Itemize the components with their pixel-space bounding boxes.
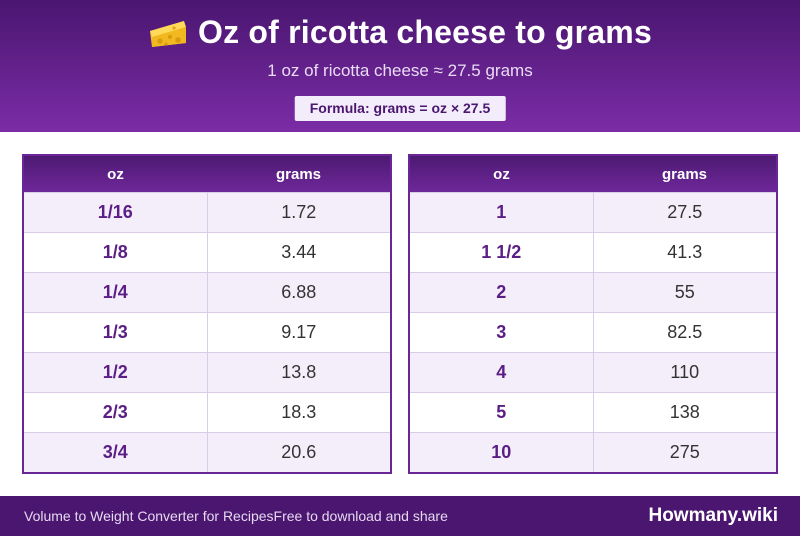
oz-cell: 1 xyxy=(410,193,594,232)
cheese-icon xyxy=(150,20,187,47)
footer-share-text: Free to download and share xyxy=(273,508,448,524)
column-header-grams: grams xyxy=(275,165,322,183)
title-row: Oz of ricotta cheese to grams xyxy=(0,14,800,51)
grams-cell: 20.6 xyxy=(281,442,317,462)
grams-cell: 1.72 xyxy=(281,202,317,222)
table-row: 1/8 3.44 xyxy=(24,232,390,272)
conversion-table-small: oz grams 1/16 1.72 1/8 3.44 1/4 6.88 1/3 9.1… xyxy=(22,154,392,474)
table-row: 1 1/2 41.3 xyxy=(410,232,776,272)
oz-cell: 2/3 xyxy=(24,393,208,432)
grams-cell: 41.3 xyxy=(667,242,703,262)
table-row: 1/2 13.8 xyxy=(24,352,390,392)
oz-cell: 1/16 xyxy=(24,193,208,232)
table-row: 1 27.5 xyxy=(410,192,776,232)
oz-cell: 5 xyxy=(410,393,594,432)
table-row: 1/4 6.88 xyxy=(24,272,390,312)
oz-cell: 3/4 xyxy=(24,433,208,472)
page-title: Oz of ricotta cheese to grams xyxy=(198,14,652,50)
table-header: oz grams xyxy=(410,156,776,192)
table-body: 1/16 1.72 1/8 3.44 1/4 6.88 1/3 9.17 1/2 13.8… xyxy=(24,192,390,472)
grams-cell: 275 xyxy=(669,442,700,462)
grams-cell: 55 xyxy=(674,282,695,302)
oz-cell: 10 xyxy=(410,433,594,472)
table-row: 3/4 20.6 xyxy=(24,432,390,472)
brand-logo-text[interactable]: Howmany.wiki xyxy=(648,505,778,526)
oz-cell: 1/3 xyxy=(24,313,208,352)
grams-cell: 9.17 xyxy=(281,322,317,342)
grams-cell: 82.5 xyxy=(667,322,703,342)
column-header-grams: grams xyxy=(661,165,708,183)
grams-cell: 18.3 xyxy=(281,402,317,422)
oz-cell: 3 xyxy=(410,313,594,352)
conversion-table-large: oz grams 1 27.5 1 1/2 41.3 2 55 3 82.5 4 110 … xyxy=(408,154,778,474)
oz-cell: 1/8 xyxy=(24,233,208,272)
table-row: 1/16 1.72 xyxy=(24,192,390,232)
table-body: 1 27.5 1 1/2 41.3 2 55 3 82.5 4 110 5 138 10 27… xyxy=(410,192,776,472)
grams-cell: 13.8 xyxy=(281,362,317,382)
grams-cell: 27.5 xyxy=(667,202,703,222)
column-header-oz: oz xyxy=(493,165,510,183)
footer: Volume to Weight Converter for Recipes F… xyxy=(0,496,800,536)
header: Oz of ricotta cheese to grams 1 oz of ri… xyxy=(0,0,800,132)
grams-cell: 6.88 xyxy=(281,282,317,302)
oz-cell: 4 xyxy=(410,353,594,392)
table-row: 5 138 xyxy=(410,392,776,432)
grams-cell: 110 xyxy=(670,362,700,382)
column-header-oz: oz xyxy=(107,165,124,183)
grams-cell: 138 xyxy=(669,402,700,422)
oz-cell: 2 xyxy=(410,273,594,312)
table-row: 4 110 xyxy=(410,352,776,392)
table-row: 1/3 9.17 xyxy=(24,312,390,352)
table-header: oz grams xyxy=(24,156,390,192)
oz-cell: 1/4 xyxy=(24,273,208,312)
oz-cell: 1/2 xyxy=(24,353,208,392)
oz-cell: 1 1/2 xyxy=(410,233,594,272)
footer-converter-text: Volume to Weight Converter for Recipes xyxy=(24,508,274,524)
formula-badge: Formula: grams = oz × 27.5 xyxy=(294,96,506,121)
table-row: 2/3 18.3 xyxy=(24,392,390,432)
grams-cell: 3.44 xyxy=(281,242,317,262)
table-row: 2 55 xyxy=(410,272,776,312)
table-row: 10 275 xyxy=(410,432,776,472)
page-subtitle: 1 oz of ricotta cheese ≈ 27.5 grams xyxy=(267,61,533,80)
table-row: 3 82.5 xyxy=(410,312,776,352)
